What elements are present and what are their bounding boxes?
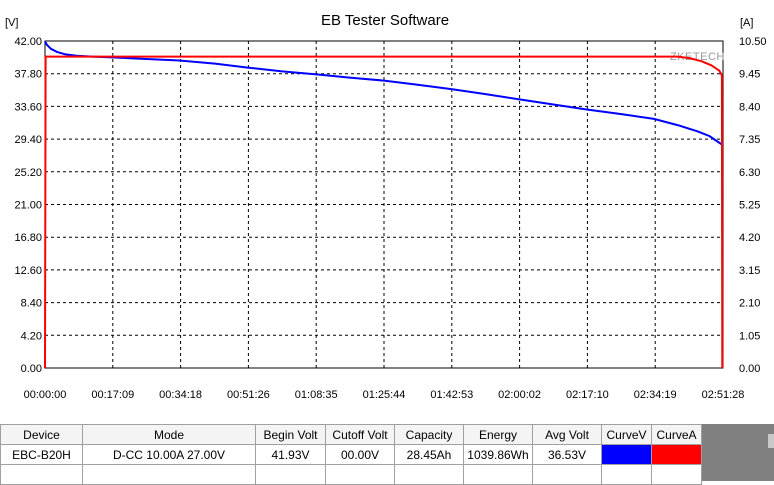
right-tick-label: 8.40 — [739, 101, 760, 113]
empty-cell — [394, 464, 464, 485]
header-curve-a: CurveA — [651, 424, 702, 445]
header-cutoff-volt: Cutoff Volt — [325, 424, 395, 445]
x-axis-ticks: 00:00:00 00:17:09 00:34:18 00:51:26 01:08:35… — [24, 389, 745, 401]
empty-cell — [651, 464, 702, 485]
summary-header-row: Device Mode Begin Volt Cutoff Volt Capac… — [0, 424, 702, 445]
left-tick-label: 8.40 — [21, 298, 42, 310]
panel-edge — [768, 434, 774, 448]
left-tick-label: 0.00 — [21, 363, 42, 375]
header-mode: Mode — [82, 424, 256, 445]
value-cutoff-volt: 00.00V — [325, 444, 395, 465]
right-tick-label: 3.15 — [739, 265, 760, 277]
header-energy: Energy — [463, 424, 533, 445]
value-capacity: 28.45Ah — [394, 444, 464, 465]
x-tick-label: 01:42:53 — [430, 389, 473, 401]
value-begin-volt: 41.93V — [255, 444, 326, 465]
left-tick-label: 4.20 — [21, 330, 42, 342]
header-avg-volt: Avg Volt — [532, 424, 602, 445]
x-tick-label: 01:25:44 — [363, 389, 406, 401]
left-tick-label: 21.00 — [14, 200, 42, 212]
grid-lines — [45, 41, 723, 368]
summary-value-row: EBC-B20H D-CC 10.00A 27.00V 41.93V 00.00… — [0, 444, 702, 465]
right-tick-label: 6.30 — [739, 167, 760, 179]
summary-empty-row — [0, 464, 702, 485]
right-tick-label: 2.10 — [739, 298, 760, 310]
empty-cell — [463, 464, 533, 485]
x-tick-label: 00:00:00 — [24, 389, 67, 401]
header-capacity: Capacity — [394, 424, 464, 445]
chart-title: EB Tester Software — [321, 12, 449, 29]
empty-cell — [82, 464, 256, 485]
x-tick-label: 02:34:19 — [634, 389, 677, 401]
x-tick-label: 01:08:35 — [295, 389, 338, 401]
empty-cell — [0, 464, 83, 485]
summary-table: Device Mode Begin Volt Cutoff Volt Capac… — [0, 424, 702, 485]
series-curvev — [44, 40, 723, 146]
x-tick-label: 00:51:26 — [227, 389, 270, 401]
right-tick-label: 7.35 — [739, 134, 760, 146]
header-device: Device — [0, 424, 83, 445]
left-tick-label: 37.80 — [14, 69, 42, 81]
empty-cell — [532, 464, 602, 485]
value-avg-volt: 36.53V — [532, 444, 602, 465]
header-begin-volt: Begin Volt — [255, 424, 326, 445]
right-axis-unit: [A] — [740, 17, 753, 29]
left-axis-unit: [V] — [5, 17, 18, 29]
right-tick-label: 9.45 — [739, 69, 760, 81]
discharge-chart: EB Tester Software [V] [A] ZKETECH 0.00 4… — [5, 12, 767, 401]
right-tick-label: 0.00 — [739, 363, 760, 375]
header-curve-v: CurveV — [601, 424, 652, 445]
side-panel — [702, 424, 774, 481]
empty-cell — [601, 464, 652, 485]
left-tick-label: 25.20 — [14, 167, 42, 179]
chart-area: EB Tester Software [V] [A] ZKETECH 0.00 4… — [5, 12, 767, 401]
left-tick-label: 16.80 — [14, 232, 42, 244]
right-tick-label: 4.20 — [739, 232, 760, 244]
value-device: EBC-B20H — [0, 444, 83, 465]
value-energy: 1039.86Wh — [463, 444, 533, 465]
right-tick-label: 1.05 — [739, 330, 760, 342]
right-tick-label: 10.50 — [739, 36, 767, 48]
left-tick-label: 42.00 — [14, 36, 42, 48]
series-layer — [44, 40, 724, 369]
left-tick-label: 33.60 — [14, 101, 42, 113]
series-curvea — [44, 55, 724, 369]
x-tick-label: 02:17:10 — [566, 389, 609, 401]
left-tick-label: 12.60 — [14, 265, 42, 277]
empty-cell — [325, 464, 395, 485]
x-tick-label: 00:17:09 — [91, 389, 134, 401]
curve-a-color-swatch[interactable] — [651, 444, 702, 465]
value-mode: D-CC 10.00A 27.00V — [82, 444, 256, 465]
left-axis-ticks: 0.00 4.20 8.40 12.60 16.80 21.00 25.20 29.40 33.… — [14, 36, 42, 375]
empty-cell — [255, 464, 326, 485]
x-tick-label: 02:51:28 — [702, 389, 745, 401]
curve-v-color-swatch[interactable] — [601, 444, 652, 465]
watermark: ZKETECH — [670, 51, 725, 63]
right-axis-ticks: 0.00 1.05 2.10 3.15 4.20 5.25 6.30 7.35 8.40 9.45… — [739, 36, 767, 375]
left-tick-label: 29.40 — [14, 134, 42, 146]
x-tick-label: 02:00:02 — [498, 389, 541, 401]
right-tick-label: 5.25 — [739, 200, 760, 212]
x-tick-label: 00:34:18 — [159, 389, 202, 401]
